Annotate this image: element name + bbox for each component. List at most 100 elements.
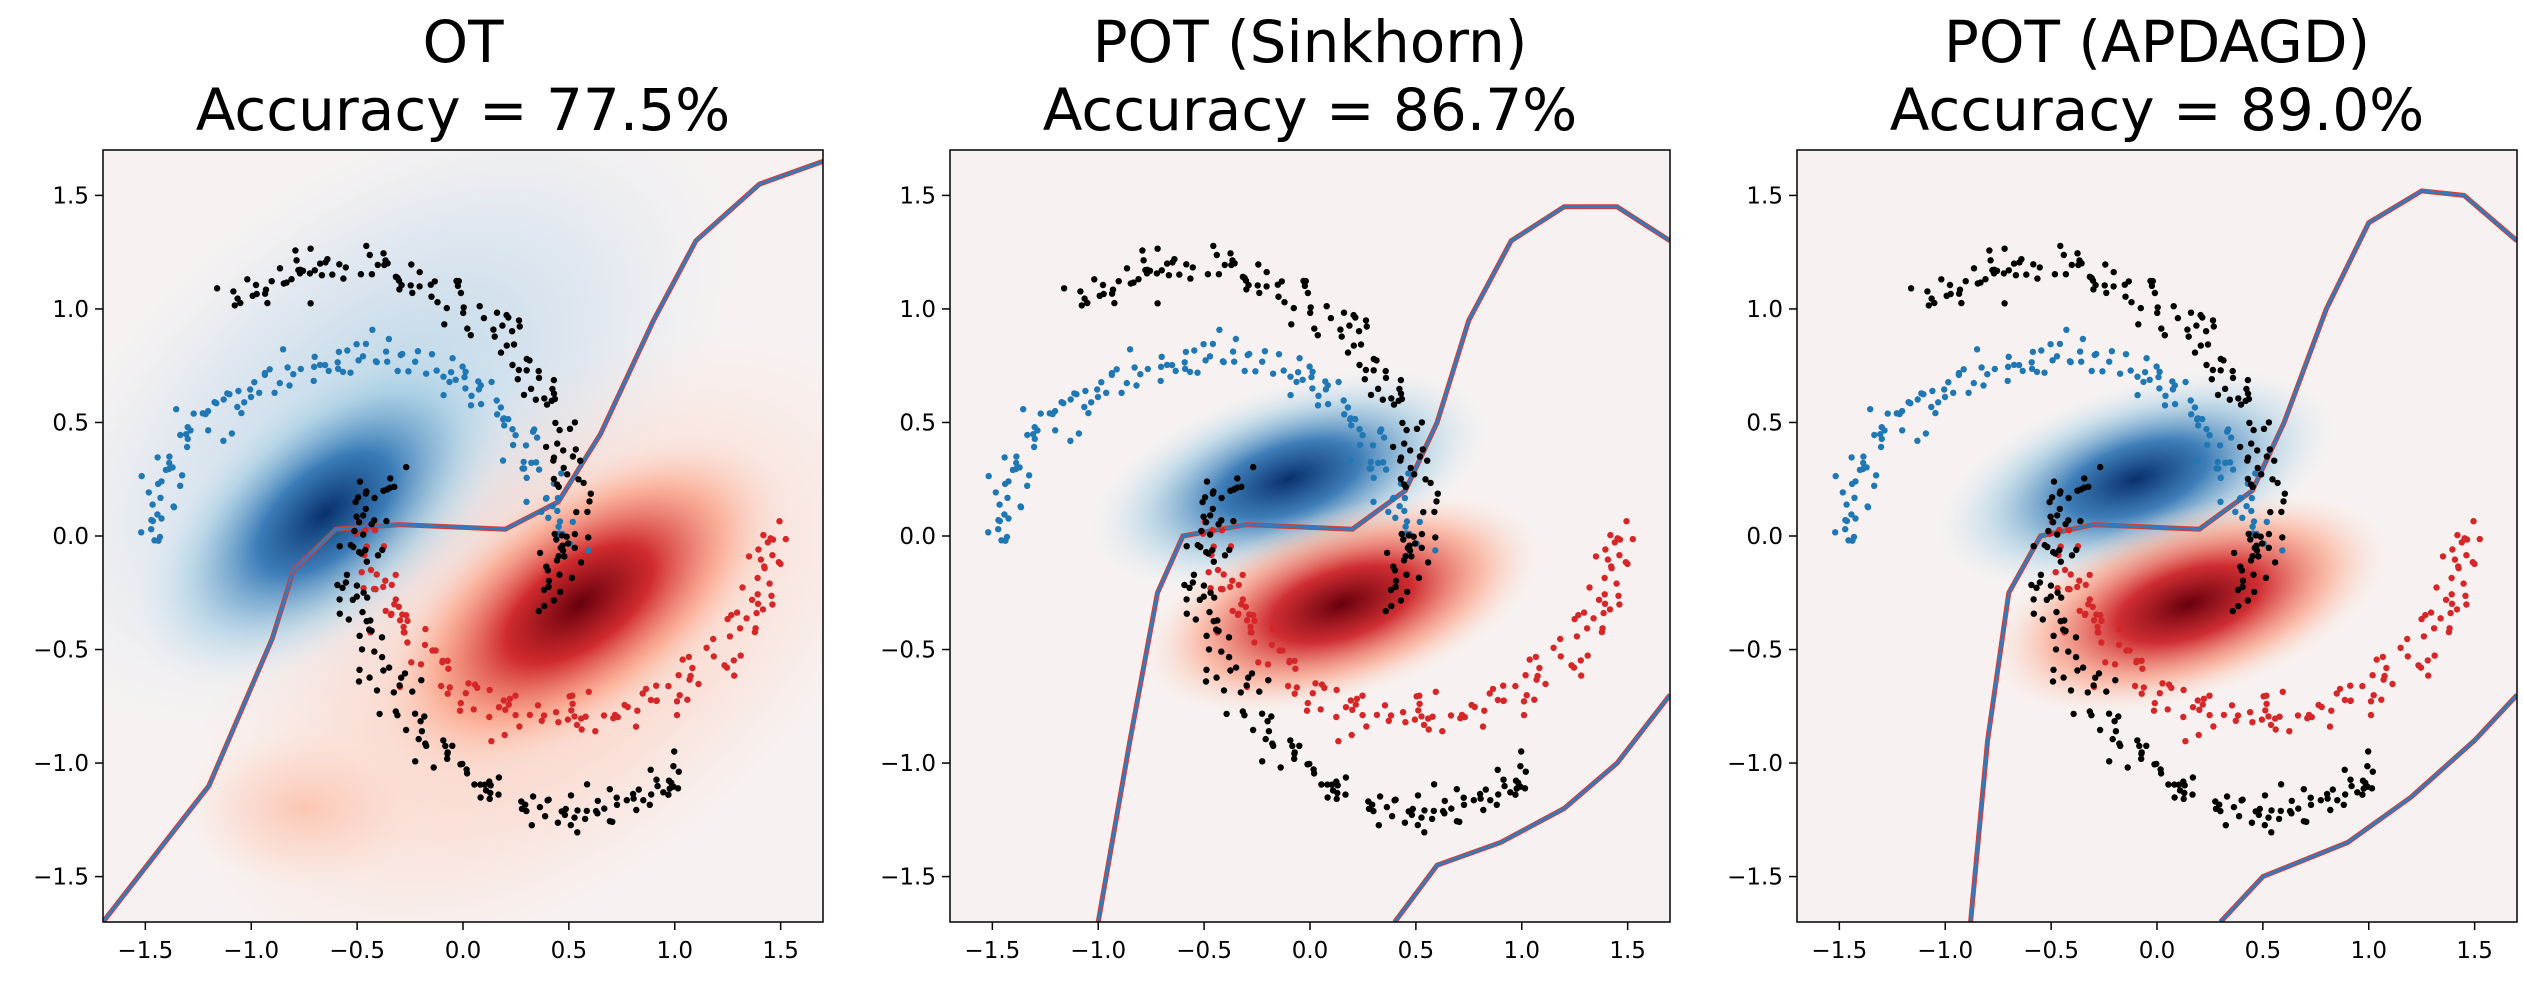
target-point [2324, 795, 2331, 802]
target-point [1392, 796, 1399, 803]
source-point-blue [2088, 367, 2095, 375]
source-point-blue [1922, 430, 1930, 437]
source-point-red [728, 611, 735, 619]
source-point-blue [1219, 358, 1227, 365]
source-point-red [730, 657, 737, 664]
source-point-red [2359, 682, 2366, 690]
target-point [583, 807, 590, 815]
source-point-blue [520, 458, 527, 466]
target-point [1422, 476, 1429, 483]
target-point [2217, 807, 2224, 815]
source-point-blue [155, 537, 162, 544]
target-point [2197, 342, 2204, 349]
source-point-blue [422, 370, 430, 377]
source-point-red [2066, 586, 2073, 593]
target-point [571, 419, 579, 426]
target-point [409, 688, 416, 695]
source-point-blue [1306, 363, 1313, 370]
target-point [2052, 550, 2059, 557]
source-point-blue [1899, 427, 1906, 434]
target-point [1318, 781, 1325, 788]
source-point-blue [449, 355, 456, 362]
source-point-blue [2195, 422, 2202, 429]
source-point-red [2267, 721, 2275, 729]
target-point [1190, 571, 1198, 578]
source-point-blue [2078, 358, 2085, 365]
target-point [580, 479, 587, 487]
source-point-red [1533, 676, 1540, 683]
x-tick-label: 0.0 [2139, 938, 2176, 964]
target-point [1176, 271, 1183, 278]
target-point [1256, 289, 1263, 297]
target-point [1187, 275, 1194, 282]
target-point [1108, 290, 1116, 297]
target-point [1495, 791, 1502, 798]
target-point [2050, 632, 2057, 639]
target-point [1397, 390, 1405, 397]
source-point-red [2448, 574, 2455, 582]
target-point [2165, 781, 2172, 788]
x-tick-label: 1.0 [656, 938, 693, 964]
source-point-red [1402, 719, 1409, 726]
source-point-blue [145, 489, 152, 496]
target-point [1206, 608, 1213, 616]
source-point-red [1235, 610, 1242, 617]
target-point [550, 597, 558, 604]
target-point [1418, 530, 1426, 538]
source-point-red [408, 659, 415, 666]
source-point-blue [1877, 431, 1884, 438]
target-point [2222, 822, 2229, 829]
x-tick-label: 1.0 [1503, 938, 1540, 964]
target-point [2248, 819, 2256, 826]
target-point [1099, 281, 1107, 289]
source-point-red [360, 585, 367, 592]
red-density [1139, 492, 1544, 716]
target-point [568, 574, 576, 581]
source-point-red [1570, 664, 1578, 671]
source-point-red [2425, 672, 2432, 679]
source-point-blue [1848, 480, 1856, 488]
source-point-red [2367, 698, 2375, 705]
target-point [2103, 688, 2110, 695]
source-point-red [2131, 682, 2139, 690]
source-point-red [2082, 610, 2089, 617]
source-point-red [1479, 723, 1487, 730]
source-point-red [673, 711, 681, 719]
target-point [1501, 782, 1508, 790]
source-point-blue [1396, 503, 1403, 510]
source-point-blue [335, 348, 343, 356]
source-point-blue [1405, 470, 1412, 477]
source-point-red [2194, 697, 2201, 704]
target-point [553, 557, 561, 564]
target-point [563, 533, 570, 540]
target-point [1214, 617, 1221, 624]
target-point [1512, 777, 1520, 784]
source-point-red [624, 703, 631, 711]
target-point [2221, 385, 2229, 392]
target-point [630, 795, 637, 802]
source-point-red [1623, 518, 1630, 525]
source-point-red [571, 713, 578, 720]
target-point [2158, 325, 2165, 332]
target-point [541, 602, 548, 610]
target-point [343, 571, 351, 578]
target-point [1135, 276, 1142, 283]
target-point [1291, 755, 1298, 762]
source-point-blue [1375, 459, 1382, 466]
source-point-blue [1009, 466, 1017, 474]
source-point-blue [154, 511, 161, 518]
target-point [1962, 278, 1969, 285]
target-point [2060, 674, 2067, 681]
target-point [567, 821, 574, 829]
target-point [2148, 282, 2156, 290]
target-point [515, 317, 523, 324]
source-point-blue [1098, 379, 1105, 386]
target-point [1430, 781, 1438, 788]
target-point [1264, 718, 1271, 725]
target-point [1370, 367, 1377, 374]
panel-0: −1.5 −1.0 −0.5 0.0 0.5 1.0 1.5−1.5−1.0−0.50.00… [33, 149, 824, 964]
source-point-blue [545, 514, 552, 521]
source-point-red [710, 635, 717, 643]
source-point-red [1335, 738, 1342, 745]
source-point-blue [1860, 453, 1867, 460]
